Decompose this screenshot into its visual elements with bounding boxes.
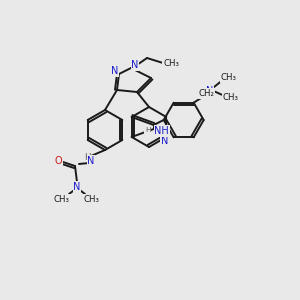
Text: CH₃: CH₃ bbox=[54, 194, 70, 203]
Text: H: H bbox=[145, 127, 150, 133]
Text: N: N bbox=[131, 60, 139, 70]
Text: CH₃: CH₃ bbox=[223, 93, 239, 102]
Text: O: O bbox=[54, 156, 62, 166]
Text: N: N bbox=[206, 86, 213, 96]
Text: H: H bbox=[84, 152, 90, 161]
Text: CH₃: CH₃ bbox=[221, 73, 237, 82]
Text: N: N bbox=[87, 156, 95, 166]
Text: N: N bbox=[111, 66, 119, 76]
Text: CH₃: CH₃ bbox=[84, 194, 100, 203]
Text: CH₃: CH₃ bbox=[163, 58, 179, 68]
Text: NH: NH bbox=[154, 126, 169, 136]
Text: N: N bbox=[160, 136, 168, 146]
Text: N: N bbox=[73, 182, 81, 192]
Text: CH₂: CH₂ bbox=[199, 89, 215, 98]
